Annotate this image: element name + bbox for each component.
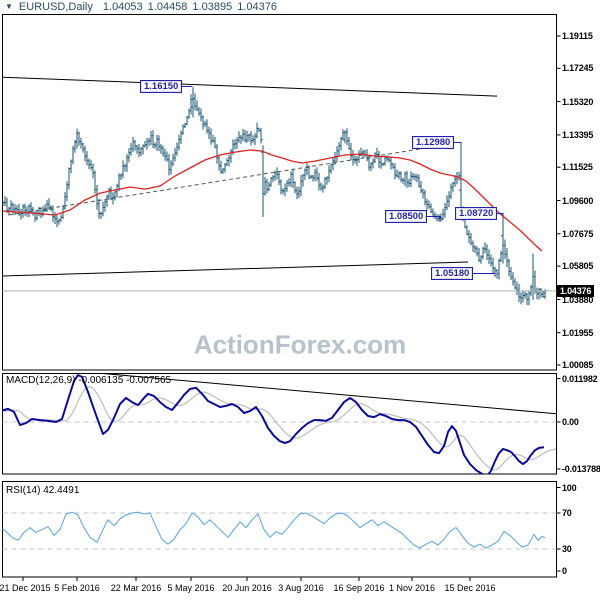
date-axis-label: 16 Sep 2016 bbox=[333, 583, 385, 593]
price-annotation-box: 1.05180 bbox=[431, 267, 474, 280]
macd-axis-label: 0.011982 bbox=[562, 373, 598, 384]
date-axis-label: 21 Dec 2015 bbox=[0, 583, 51, 593]
price-axis-label: 1.03880 bbox=[562, 295, 594, 306]
rsi-pane-frame bbox=[2, 481, 557, 578]
price-axis-label: 1.15320 bbox=[562, 96, 594, 107]
current-price-badge: 1.04376 bbox=[557, 284, 595, 297]
rsi-line bbox=[2, 511, 546, 549]
ohlc-low: 1.03895 bbox=[192, 1, 233, 13]
collapse-chevron-icon[interactable]: ▼ bbox=[5, 2, 13, 11]
annotation-connector bbox=[473, 273, 496, 277]
ohlc-open: 1.04053 bbox=[102, 1, 143, 13]
macd-main-line bbox=[2, 374, 545, 474]
price-axis-label: 1.13395 bbox=[562, 129, 594, 140]
price-trendline-1 bbox=[2, 261, 469, 277]
annotation-connector bbox=[182, 86, 193, 87]
price-annotation-box: 1.12980 bbox=[412, 136, 455, 149]
rsi-axis-label: 30 bbox=[562, 544, 572, 554]
rsi-axis-label: 0 bbox=[562, 566, 567, 576]
price-axis-label: 1.19115 bbox=[562, 31, 593, 41]
date-axis-label: 15 Dec 2016 bbox=[444, 583, 496, 593]
price-axis-label: 1.11525 bbox=[562, 162, 593, 173]
actionforex-watermark: ActionForex.com bbox=[193, 329, 407, 360]
macd-axis-label: -0.013788 bbox=[562, 464, 600, 474]
annotation-connector bbox=[497, 213, 504, 216]
macd-indicator-label: MACD(12,26,9) -0.006135 -0.007565 bbox=[6, 375, 172, 386]
macd-pane[interactable] bbox=[3, 374, 557, 475]
main-chart-pane[interactable] bbox=[3, 15, 557, 371]
date-axis-label: 22 Mar 2016 bbox=[110, 583, 162, 593]
price-axis-label: 1.05805 bbox=[562, 261, 594, 272]
date-axis-label: 1 Nov 2016 bbox=[388, 583, 436, 593]
annotation-connector bbox=[454, 142, 462, 143]
ohlc-high: 1.04458 bbox=[147, 1, 188, 13]
date-axis-label: 20 Jun 2016 bbox=[222, 583, 272, 593]
symbol-label: EURUSD,Daily bbox=[18, 1, 93, 13]
date-axis-label: 3 Aug 2016 bbox=[278, 583, 324, 593]
macd-signal-line bbox=[2, 386, 557, 471]
price-axis-label: 1.07675 bbox=[562, 228, 594, 239]
date-axis-label: 5 Feb 2016 bbox=[54, 583, 100, 593]
rsi-axis-label: 100 bbox=[562, 482, 577, 493]
annotation-connector bbox=[427, 216, 441, 219]
ohlc-close: 1.04376 bbox=[237, 1, 277, 13]
price-annotation-box: 1.08720 bbox=[455, 207, 498, 220]
macd-axis-label: 0.00 bbox=[562, 417, 579, 427]
rsi-pane[interactable] bbox=[3, 482, 557, 578]
price-axis-label: 1.01955 bbox=[562, 327, 594, 338]
rsi-indicator-label: RSI(14) 42.4491 bbox=[6, 485, 80, 496]
date-axis-label: 5 May 2016 bbox=[167, 583, 215, 593]
price-axis-label: 1.00085 bbox=[562, 360, 594, 370]
chart-title: ▼ EURUSD,Daily 1.04053 1.04458 1.03895 1.0437… bbox=[5, 1, 282, 13]
rsi-axis-label: 70 bbox=[562, 508, 572, 518]
price-axis-label: 1.17245 bbox=[562, 63, 594, 74]
price-annotation-box: 1.16150 bbox=[140, 80, 183, 93]
price-trendline-0 bbox=[2, 76, 498, 97]
price-axis-label: 1.09600 bbox=[562, 195, 594, 206]
price-annotation-box: 1.08500 bbox=[385, 210, 428, 223]
macd-trendline bbox=[99, 373, 557, 415]
